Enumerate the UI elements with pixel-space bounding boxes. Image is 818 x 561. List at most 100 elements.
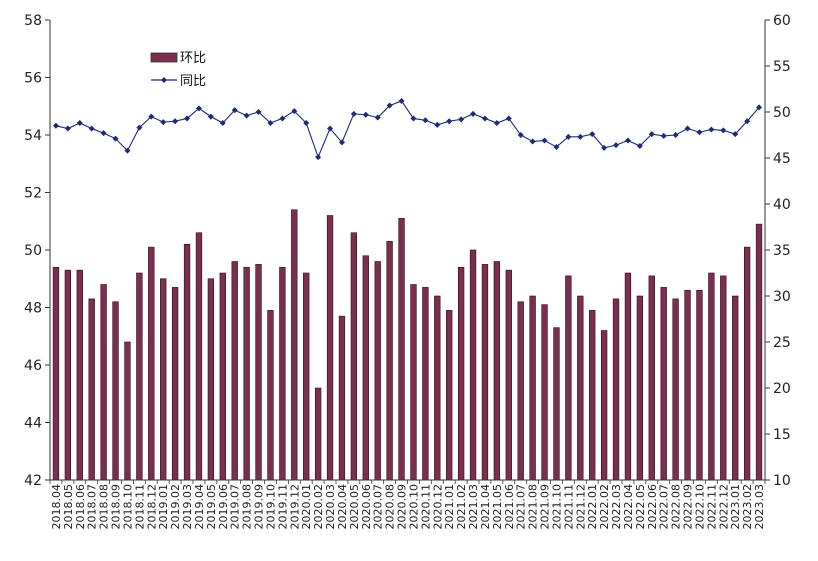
point-2019.03: [184, 115, 191, 122]
point-2021.09: [541, 137, 548, 144]
point-2021.05: [493, 120, 500, 127]
bar-2019.11: [279, 266, 286, 481]
x-tick-label: 2021.02: [455, 484, 468, 530]
bar-2022.12: [720, 275, 727, 481]
bar-2019.06: [219, 272, 226, 481]
bar-2020.04: [338, 315, 346, 481]
x-tick-label: 2020.09: [396, 484, 409, 530]
x-tick-label: 2021.07: [515, 484, 528, 530]
y-left-tick-label: 42: [24, 473, 42, 489]
x-tick-label: 2022.04: [622, 484, 635, 530]
bar-2018.09: [112, 301, 119, 481]
point-2021.02: [458, 116, 465, 123]
point-2021.08: [529, 138, 536, 145]
x-tick-label: 2021.10: [550, 484, 563, 530]
x-tick-label: 2019.07: [229, 484, 242, 530]
point-2020.10: [410, 115, 417, 122]
x-tick-label: 2019.02: [169, 484, 182, 530]
y-right-tick-label: 40: [773, 197, 791, 213]
bar-2021.07: [517, 301, 524, 481]
y-left-tick-label: 48: [24, 301, 42, 317]
x-tick-label: 2020.03: [324, 484, 337, 530]
bar-2022.01: [589, 310, 596, 481]
point-2022.02: [601, 144, 608, 151]
x-tick-label: 2021.09: [539, 484, 552, 530]
point-2022.10: [696, 129, 703, 136]
bar-2020.01: [303, 272, 310, 481]
point-2018.04: [52, 122, 59, 129]
x-tick-label: 2021.08: [527, 484, 540, 530]
point-2020.08: [386, 102, 393, 109]
y-left-tick-label: 46: [24, 358, 42, 374]
bar-2018.12: [148, 246, 155, 481]
bar-2021.03: [469, 249, 477, 481]
x-tick-label: 2020.07: [372, 484, 385, 530]
bar-2019.04: [195, 232, 203, 481]
x-tick-label: 2022.02: [598, 484, 611, 530]
x-tick-label: 2021.12: [574, 484, 587, 530]
point-2018.07: [88, 125, 95, 132]
point-2021.04: [481, 115, 488, 122]
point-2019.09: [255, 109, 262, 115]
x-tick-label: 2022.10: [693, 484, 706, 530]
bar-2022.11: [708, 272, 715, 481]
bar-2019.05: [207, 278, 215, 481]
y-left-tick-label: 52: [24, 186, 42, 202]
point-2022.11: [708, 126, 715, 133]
bar-2021.12: [577, 295, 584, 481]
point-2020.07: [374, 114, 381, 121]
x-tick-label: 2018.08: [98, 484, 111, 530]
x-tick-label: 2020.01: [300, 484, 313, 530]
x-tick-label: 2020.11: [419, 484, 432, 530]
bar-2023.03: [755, 223, 763, 481]
bar-2020.05: [350, 232, 358, 481]
point-2020.02: [315, 154, 322, 161]
x-tick-label: 2022.09: [682, 484, 695, 530]
y-left-tick-label: 56: [24, 71, 42, 87]
legend-label-huanbi: 环比: [180, 51, 206, 66]
bar-2019.08: [243, 266, 250, 481]
point-2020.04: [338, 139, 345, 146]
x-tick-label: 2022.11: [705, 484, 718, 530]
point-2019.07: [231, 107, 238, 114]
x-tick-label: 2023.02: [741, 484, 754, 530]
x-tick-label: 2019.09: [253, 484, 266, 530]
x-tick-label: 2019.08: [241, 484, 254, 530]
point-2018.09: [112, 135, 119, 142]
x-tick-label: 2022.07: [658, 484, 671, 530]
x-tick-label: 2020.12: [431, 484, 444, 530]
point-2022.05: [636, 143, 643, 150]
x-tick-label: 2023.03: [753, 484, 766, 530]
point-2021.12: [577, 133, 584, 140]
bar-2019.07: [231, 261, 238, 481]
x-tick-label: 2019.04: [193, 484, 206, 530]
bar-2021.11: [565, 275, 572, 481]
bar-2021.06: [505, 269, 512, 481]
bar-2021.04: [481, 264, 489, 481]
line-series-tongbi: [52, 97, 763, 161]
bar-2020.09: [398, 218, 405, 481]
bar-2018.10: [124, 341, 131, 481]
point-2022.06: [648, 131, 655, 138]
x-tick-label: 2019.03: [181, 484, 194, 529]
point-2019.10: [267, 120, 274, 127]
legend-swatch-huanbi: [150, 52, 178, 63]
point-2019.04: [195, 105, 202, 112]
point-2021.01: [446, 118, 453, 125]
point-2019.08: [243, 112, 250, 119]
bar-2020.12: [434, 295, 441, 481]
point-2021.07: [517, 132, 524, 138]
point-2020.03: [327, 125, 334, 132]
y-right-tick-label: 50: [773, 105, 791, 121]
y-left-tick-label: 44: [24, 416, 42, 432]
bar-2020.02: [314, 387, 322, 481]
bar-2019.02: [171, 287, 179, 481]
bar-2019.01: [160, 278, 167, 481]
x-tick-label: 2021.03: [467, 484, 480, 529]
bar-2023.02: [743, 246, 751, 481]
y-right-tick-label: 45: [773, 151, 791, 167]
x-tick-label: 2022.12: [717, 484, 730, 530]
bar-2021.09: [541, 304, 548, 481]
point-2022.12: [720, 127, 727, 134]
